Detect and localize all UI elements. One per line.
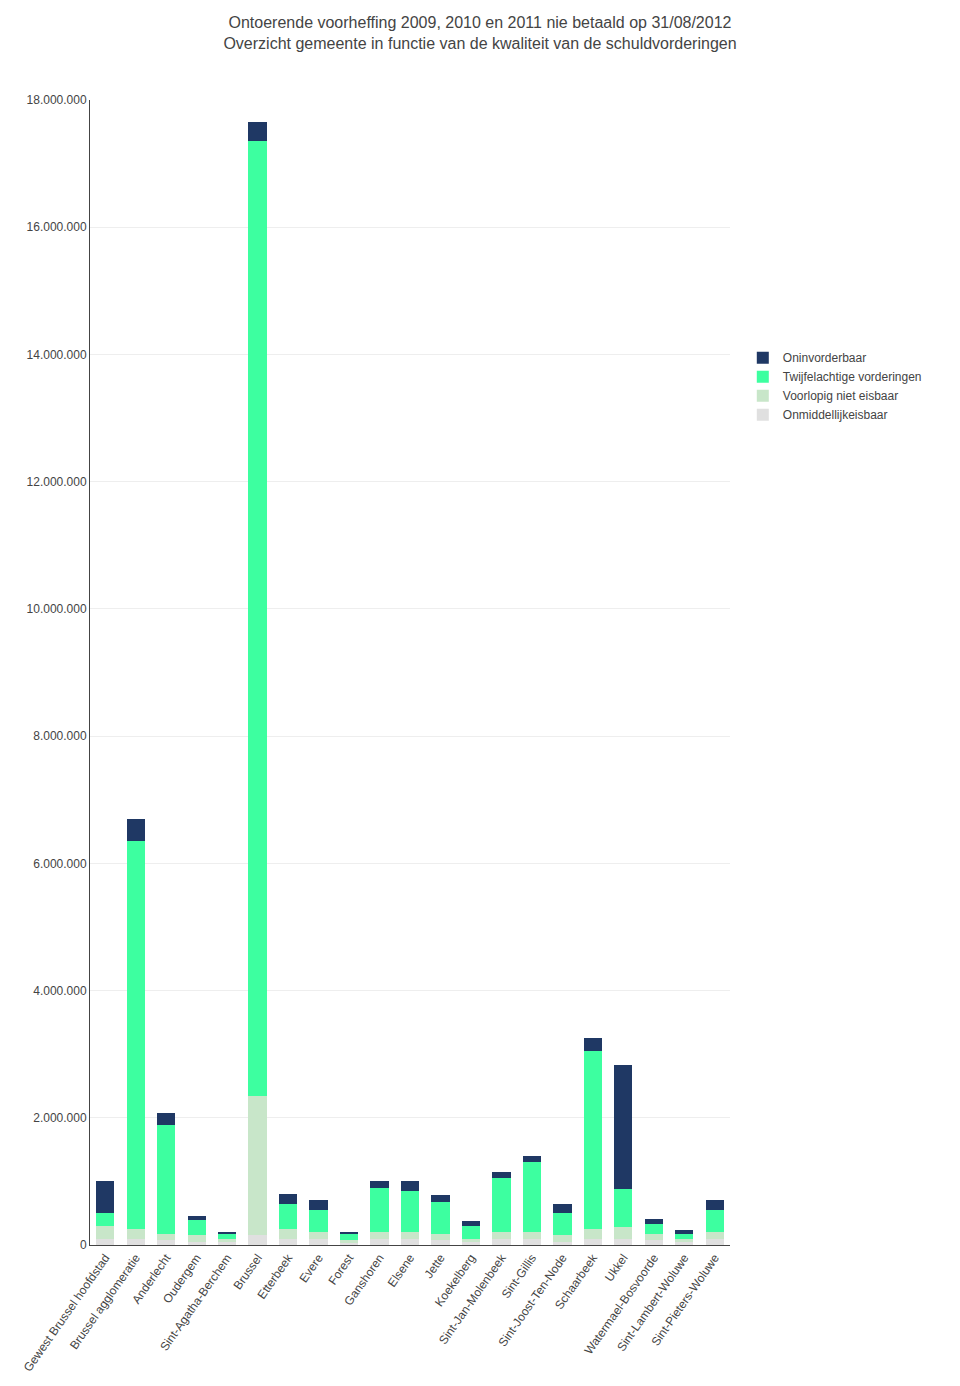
svg-text:Twijfelachtige vorderingen: Twijfelachtige vorderingen xyxy=(783,370,922,384)
svg-text:Oninvorderbaar: Oninvorderbaar xyxy=(783,351,866,365)
svg-text:Sint-Gillis: Sint-Gillis xyxy=(499,1252,540,1302)
svg-text:2.000.000: 2.000.000 xyxy=(33,1111,87,1125)
svg-text:Onmiddellijkeisbaar: Onmiddellijkeisbaar xyxy=(783,408,888,422)
svg-text:4.000.000: 4.000.000 xyxy=(33,984,87,998)
svg-text:Oudergem: Oudergem xyxy=(160,1252,204,1306)
svg-text:Anderlecht: Anderlecht xyxy=(129,1251,174,1307)
svg-text:Sint-Agatha-Berchem: Sint-Agatha-Berchem xyxy=(157,1252,234,1354)
svg-text:Schaarbeek: Schaarbeek xyxy=(552,1251,601,1312)
svg-text:Elsene: Elsene xyxy=(385,1251,418,1289)
svg-text:14.000.000: 14.000.000 xyxy=(27,348,87,362)
svg-text:18.000.000: 18.000.000 xyxy=(27,93,87,107)
svg-text:12.000.000: 12.000.000 xyxy=(27,475,87,489)
svg-text:Sint-Lambert-Woluwe: Sint-Lambert-Woluwe xyxy=(614,1251,692,1354)
svg-text:Etterbeek: Etterbeek xyxy=(255,1251,297,1302)
svg-text:10.000.000: 10.000.000 xyxy=(27,602,87,616)
svg-text:Sint-Jan-Molenbeek: Sint-Jan-Molenbeek xyxy=(436,1251,509,1347)
svg-text:0: 0 xyxy=(80,1238,87,1252)
svg-text:Jette: Jette xyxy=(421,1251,448,1281)
svg-text:Ganshoren: Ganshoren xyxy=(341,1252,387,1309)
svg-text:Evere: Evere xyxy=(296,1251,326,1285)
svg-text:Voorlopig niet eisbaar: Voorlopig niet eisbaar xyxy=(783,389,898,403)
svg-text:Watermael-Bosvoorde: Watermael-Bosvoorde xyxy=(581,1251,661,1357)
svg-text:Brussel: Brussel xyxy=(231,1252,265,1293)
svg-text:Gewest Brussel hoofdstad: Gewest Brussel hoofdstad xyxy=(21,1252,113,1375)
svg-text:8.000.000: 8.000.000 xyxy=(33,729,87,743)
svg-text:Ontoerende voorheffing 2009, 2: Ontoerende voorheffing 2009, 2010 en 201… xyxy=(223,14,736,52)
svg-text:Koekelberg: Koekelberg xyxy=(432,1252,478,1310)
svg-text:Brussel agglomeratie: Brussel agglomeratie xyxy=(67,1251,143,1352)
svg-text:16.000.000: 16.000.000 xyxy=(27,220,87,234)
svg-text:Ukkel: Ukkel xyxy=(602,1252,631,1285)
svg-text:Forest: Forest xyxy=(325,1251,356,1287)
svg-text:6.000.000: 6.000.000 xyxy=(33,857,87,871)
svg-text:Sint-Joost-Ten-Node: Sint-Joost-Ten-Node xyxy=(496,1251,570,1349)
svg-text:Sint-Pieters-Woluwe: Sint-Pieters-Woluwe xyxy=(648,1251,722,1348)
